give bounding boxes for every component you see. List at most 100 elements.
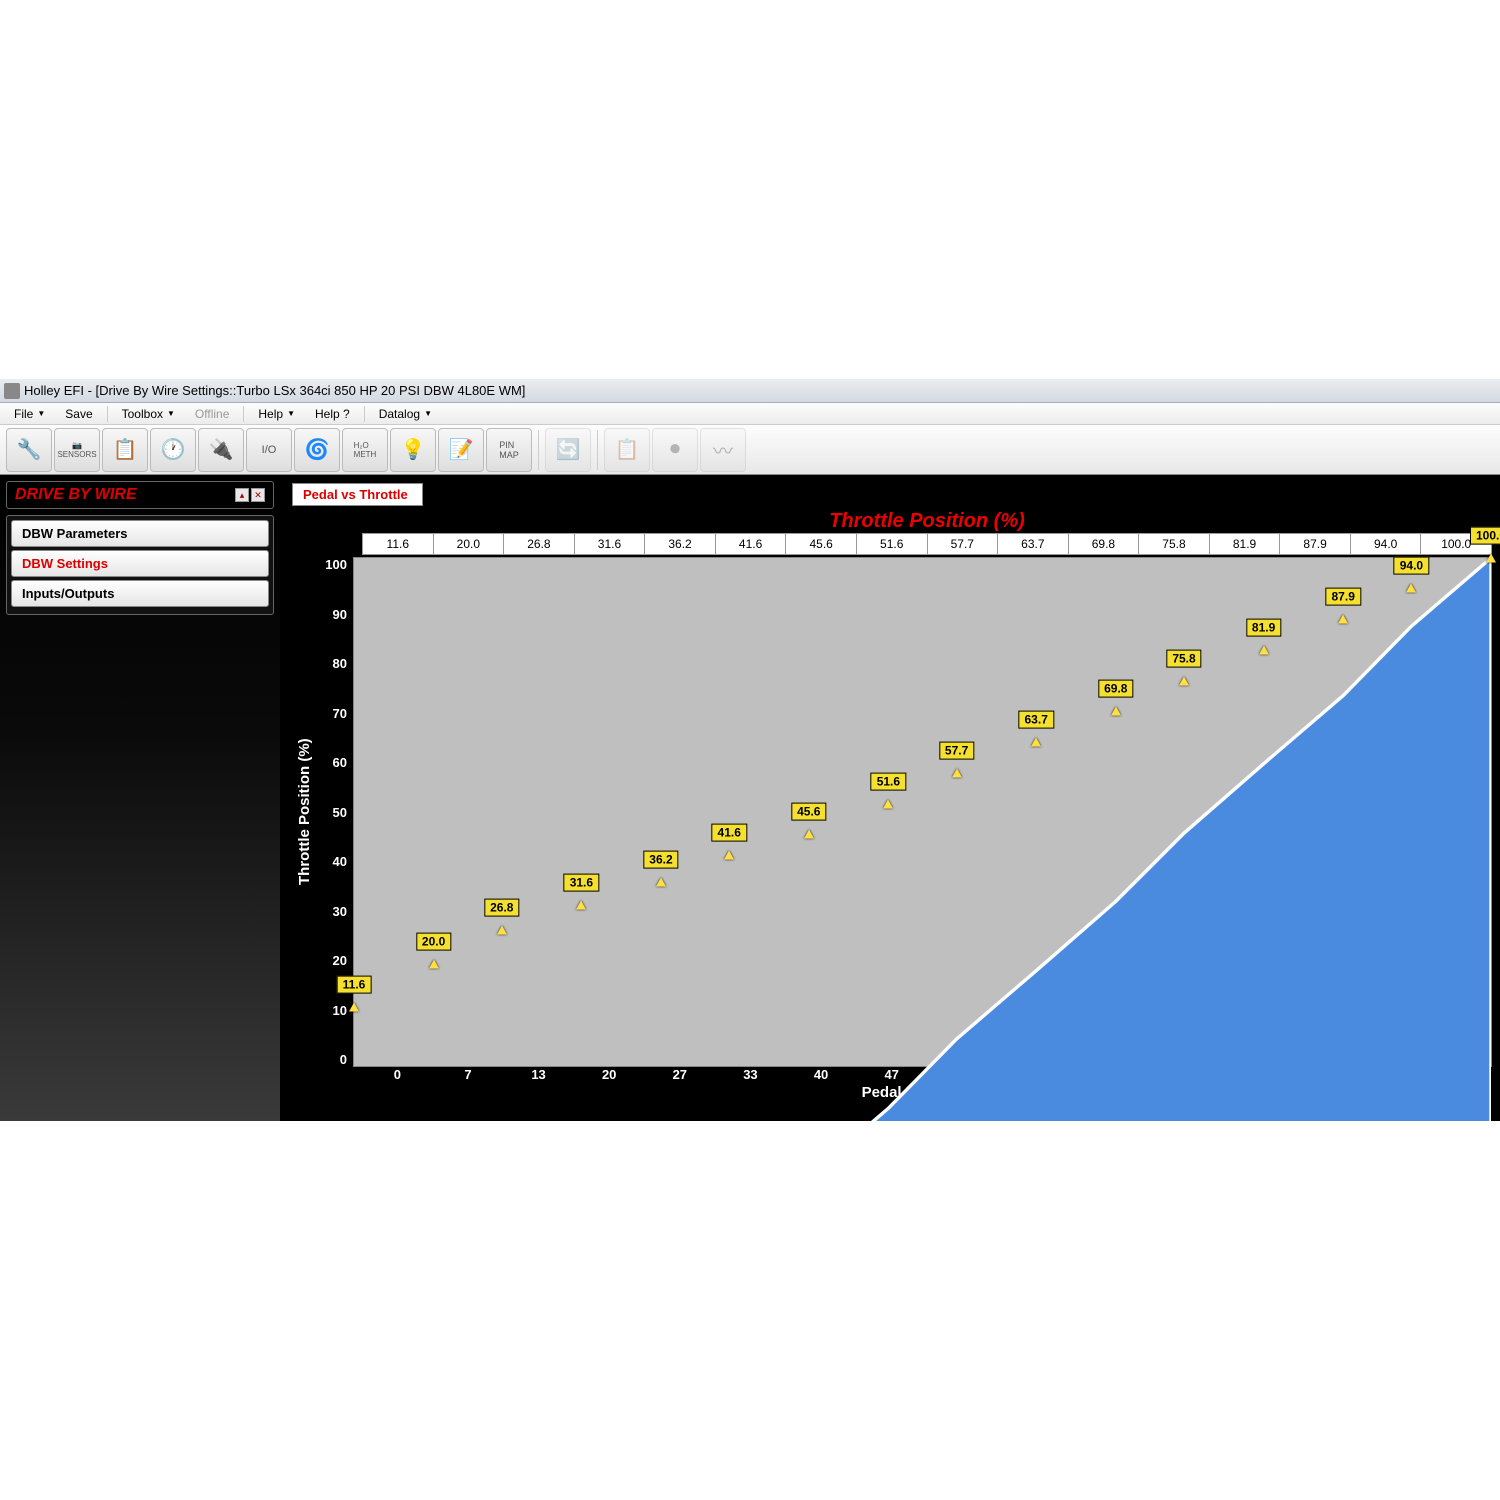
toolbar-btn-7[interactable]: 🌀 xyxy=(294,428,340,472)
data-marker[interactable] xyxy=(1179,676,1189,685)
toolbar-btn-clip: 📋 xyxy=(604,428,650,472)
ytick: 20 xyxy=(317,953,347,968)
toolbar-btn-wave: 〰 xyxy=(700,428,746,472)
toolbar-btn-3[interactable]: 📋 xyxy=(102,428,148,472)
value-cell[interactable]: 75.8 xyxy=(1139,533,1210,555)
data-label: 57.7 xyxy=(939,741,974,759)
data-label: 11.6 xyxy=(337,976,372,994)
value-cell[interactable]: 31.6 xyxy=(575,533,646,555)
data-marker[interactable] xyxy=(1486,554,1496,563)
toolbar-btn-9[interactable]: 💡 xyxy=(390,428,436,472)
chart-ylabel: Throttle Position (%) xyxy=(292,557,317,1067)
data-label: 45.6 xyxy=(791,803,826,821)
sidebar-item[interactable]: DBW Parameters xyxy=(11,520,269,547)
value-cell[interactable]: 94.0 xyxy=(1351,533,1422,555)
toolbar-btn-sensors[interactable]: 📷SENSORS xyxy=(54,428,100,472)
toolbar-btn-sync: 🔄 xyxy=(545,428,591,472)
menu-helpq[interactable]: Help ? xyxy=(307,405,358,423)
data-marker[interactable] xyxy=(804,830,814,839)
value-cell[interactable]: 26.8 xyxy=(504,533,575,555)
data-label: 51.6 xyxy=(871,772,906,790)
menu-datalog[interactable]: Datalog▼ xyxy=(371,405,440,423)
data-marker[interactable] xyxy=(1406,584,1416,593)
chart-plot[interactable]: 11.620.026.831.636.241.645.651.657.763.7… xyxy=(353,557,1492,1067)
data-label: 100.0 xyxy=(1470,527,1500,545)
menu-file[interactable]: File▼ xyxy=(6,405,53,423)
value-cell[interactable]: 36.2 xyxy=(645,533,716,555)
data-marker[interactable] xyxy=(349,1003,359,1012)
menu-toolbox[interactable]: Toolbox▼ xyxy=(114,405,183,423)
value-cell[interactable]: 69.8 xyxy=(1069,533,1140,555)
menu-save[interactable]: Save xyxy=(57,405,100,423)
data-marker[interactable] xyxy=(1031,738,1041,747)
toolbar-btn-gauge[interactable]: 🕐 xyxy=(150,428,196,472)
chart-panel-label[interactable]: Pedal vs Throttle xyxy=(292,483,423,506)
chart-top-title: Throttle Position (%) xyxy=(362,510,1492,533)
ytick: 80 xyxy=(317,656,347,671)
ytick: 70 xyxy=(317,706,347,721)
value-cell[interactable]: 11.6 xyxy=(362,533,434,555)
data-marker[interactable] xyxy=(724,850,734,859)
chart-value-row: 11.620.026.831.636.241.645.651.657.763.7… xyxy=(362,533,1492,555)
toolbar-btn-pinmap[interactable]: PINMAP xyxy=(486,428,532,472)
sidebar: DRIVE BY WIRE ▴ ✕ DBW Parameters DBW Sett… xyxy=(0,475,280,1121)
toolbar-separator xyxy=(597,430,598,470)
chart-area xyxy=(354,558,1491,1121)
value-cell[interactable]: 51.6 xyxy=(857,533,928,555)
main-panel: Pedal vs Throttle Throttle Position (%) … xyxy=(280,475,1500,1121)
value-cell[interactable]: 81.9 xyxy=(1210,533,1281,555)
ytick: 0 xyxy=(317,1052,347,1067)
value-cell[interactable]: 57.7 xyxy=(928,533,999,555)
data-marker[interactable] xyxy=(1338,615,1348,624)
menu-separator xyxy=(107,406,108,422)
toolbar-btn-io[interactable]: I/O xyxy=(246,428,292,472)
data-marker[interactable] xyxy=(1259,645,1269,654)
data-marker[interactable] xyxy=(497,925,507,934)
window-title: Holley EFI - [Drive By Wire Settings::Tu… xyxy=(24,383,525,398)
toolbar-btn-rec: ⏺ xyxy=(652,428,698,472)
menu-help[interactable]: Help▼ xyxy=(250,405,303,423)
sidebar-group: DBW Parameters DBW Settings Inputs/Outputs xyxy=(6,515,274,615)
sidebar-header: DRIVE BY WIRE ▴ ✕ xyxy=(6,481,274,509)
data-label: 81.9 xyxy=(1246,619,1281,637)
ytick: 50 xyxy=(317,805,347,820)
app-icon xyxy=(4,383,20,399)
data-marker[interactable] xyxy=(576,901,586,910)
menu-separator xyxy=(364,406,365,422)
data-label: 63.7 xyxy=(1019,711,1054,729)
value-cell[interactable]: 87.9 xyxy=(1280,533,1351,555)
value-cell[interactable]: 20.0 xyxy=(434,533,505,555)
value-cell[interactable]: 45.6 xyxy=(786,533,857,555)
menu-offline: Offline xyxy=(187,405,237,423)
data-label: 26.8 xyxy=(484,898,519,916)
data-label: 31.6 xyxy=(564,874,599,892)
sidebar-item[interactable]: DBW Settings xyxy=(11,550,269,577)
sidebar-collapse-icon[interactable]: ▴ xyxy=(235,488,249,502)
toolbar-btn-5[interactable]: 🔌 xyxy=(198,428,244,472)
sidebar-title: DRIVE BY WIRE xyxy=(15,486,137,504)
ytick: 40 xyxy=(317,854,347,869)
data-marker[interactable] xyxy=(1111,707,1121,716)
ytick: 90 xyxy=(317,607,347,622)
sidebar-close-icon[interactable]: ✕ xyxy=(251,488,265,502)
toolbar: 🔧 📷SENSORS 📋 🕐 🔌 I/O 🌀 H₂OMETH 💡 📝 PINMA… xyxy=(0,425,1500,475)
toolbar-btn-1[interactable]: 🔧 xyxy=(6,428,52,472)
data-label: 41.6 xyxy=(712,823,747,841)
data-marker[interactable] xyxy=(883,799,893,808)
data-marker[interactable] xyxy=(429,960,439,969)
titlebar[interactable]: Holley EFI - [Drive By Wire Settings::Tu… xyxy=(0,379,1500,403)
value-cell[interactable]: 41.6 xyxy=(716,533,787,555)
value-cell[interactable]: 63.7 xyxy=(998,533,1069,555)
sidebar-item[interactable]: Inputs/Outputs xyxy=(11,580,269,607)
data-label: 20.0 xyxy=(416,933,451,951)
toolbar-btn-10[interactable]: 📝 xyxy=(438,428,484,472)
toolbar-separator xyxy=(538,430,539,470)
data-label: 36.2 xyxy=(643,851,678,869)
app-window: Holley EFI - [Drive By Wire Settings::Tu… xyxy=(0,379,1500,1121)
toolbar-btn-meth[interactable]: H₂OMETH xyxy=(342,428,388,472)
data-marker[interactable] xyxy=(656,878,666,887)
data-marker[interactable] xyxy=(952,768,962,777)
data-label: 94.0 xyxy=(1394,557,1429,575)
menubar: File▼ Save Toolbox▼ Offline Help▼ Help ?… xyxy=(0,403,1500,425)
menu-separator xyxy=(243,406,244,422)
